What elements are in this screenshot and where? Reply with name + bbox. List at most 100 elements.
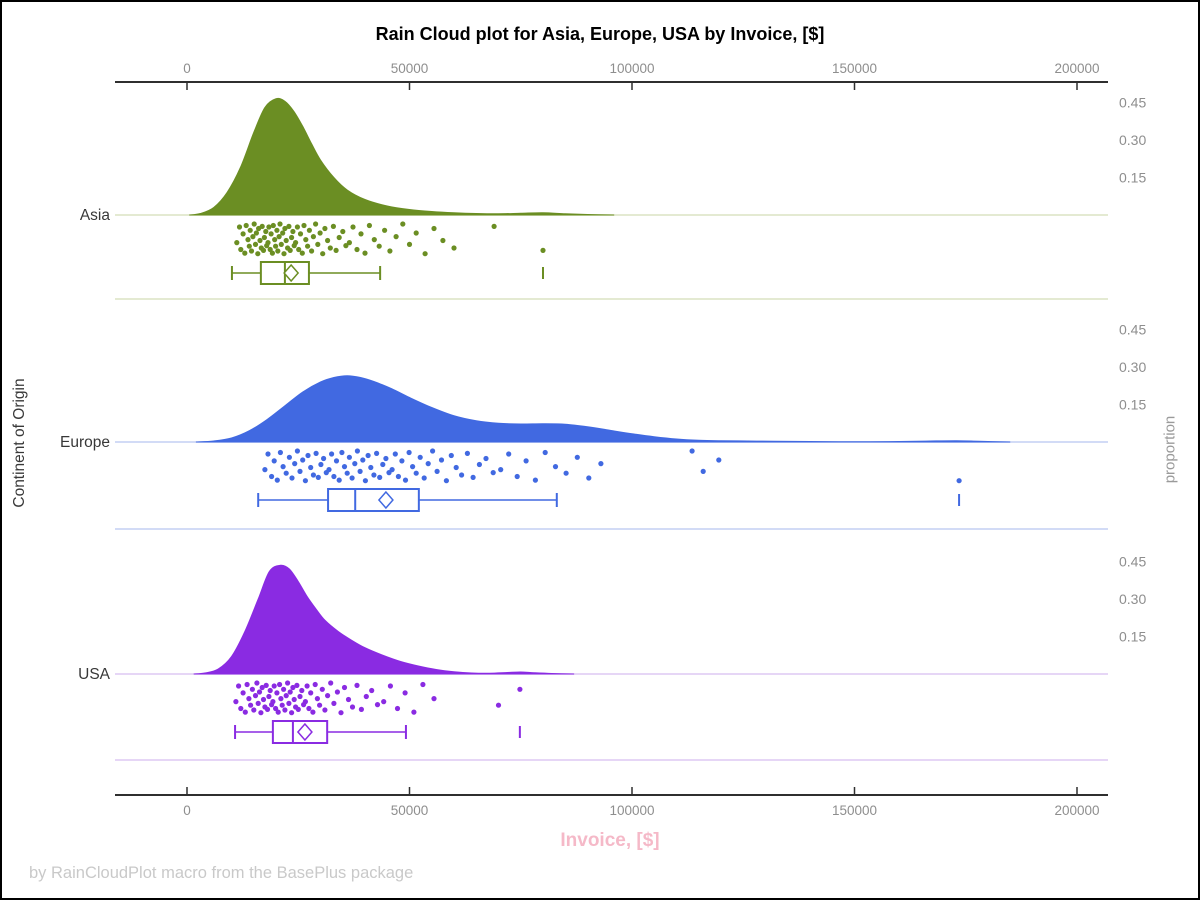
rain-point: [285, 680, 291, 686]
rain-point: [352, 461, 358, 467]
rain-point: [440, 237, 446, 244]
rain-point: [281, 251, 287, 257]
rain-point: [358, 231, 364, 237]
mean-diamond-usa: [296, 722, 313, 742]
rain-point: [345, 696, 352, 703]
rain-point: [299, 687, 305, 694]
rain-point: [274, 690, 280, 696]
rain-point: [291, 696, 297, 703]
rain-point: [563, 470, 569, 476]
rain-point: [242, 250, 248, 256]
rain-point: [333, 458, 340, 464]
rain-point: [495, 702, 502, 708]
rain-point: [320, 251, 326, 257]
rain-point: [271, 683, 277, 689]
rain-point: [287, 689, 293, 695]
rain-point: [266, 693, 272, 700]
rain-point: [464, 450, 470, 456]
rain-point: [267, 687, 273, 694]
rain-point: [598, 461, 604, 467]
rain-point: [406, 241, 413, 247]
rain-point: [700, 468, 706, 474]
rain-point: [395, 473, 401, 480]
rain-point: [236, 224, 243, 230]
rain-point: [275, 709, 281, 715]
rain-point: [266, 224, 272, 230]
rain-point: [312, 681, 318, 688]
rain-point: [374, 702, 381, 708]
rain-point: [689, 448, 695, 454]
rain-point: [354, 682, 360, 689]
rain-point: [251, 221, 257, 227]
top-x-tick-label: 100000: [609, 61, 654, 76]
rain-point: [328, 680, 334, 686]
rain-point: [317, 702, 323, 708]
rain-point: [377, 474, 383, 480]
rain-point: [278, 241, 284, 247]
rain-point: [282, 225, 288, 232]
rain-point: [392, 451, 398, 457]
rain-point: [245, 237, 251, 243]
rain-point: [289, 710, 295, 716]
rain-point: [339, 449, 345, 456]
rain-point: [247, 227, 253, 233]
chart-title: Rain Cloud plot for Asia, Europe, USA by…: [375, 24, 825, 44]
rain-point: [253, 230, 259, 236]
rain-point: [431, 225, 437, 232]
rain-point: [420, 681, 426, 688]
rain-point: [514, 473, 520, 480]
rain-point: [255, 700, 261, 707]
rain-point: [331, 473, 337, 480]
rain-point: [431, 696, 437, 702]
rain-point: [244, 681, 250, 688]
rain-point: [277, 681, 283, 688]
top-x-tick-label: 50000: [391, 61, 429, 76]
rain-point: [325, 693, 331, 699]
rain-point: [956, 478, 962, 484]
rain-point: [331, 700, 337, 707]
rain-point: [453, 464, 459, 471]
rain-point: [406, 449, 412, 456]
rain-point: [517, 686, 523, 692]
proportion-tick-label-asia: 0.15: [1119, 170, 1146, 186]
rain-point: [277, 449, 283, 456]
rain-point: [586, 475, 592, 481]
rain-point: [264, 706, 271, 713]
rain-point: [336, 477, 342, 483]
rain-points-usa: [233, 680, 523, 716]
rain-point: [354, 448, 360, 454]
rain-point: [349, 475, 355, 481]
rain-point: [317, 230, 323, 236]
rain-point: [334, 689, 340, 695]
rain-point: [273, 705, 279, 712]
rain-point: [327, 245, 333, 251]
rain-point: [300, 457, 306, 463]
rain-point: [290, 228, 296, 235]
bottom-x-tick-label: 200000: [1054, 803, 1099, 818]
rain-point: [542, 449, 548, 456]
rain-point: [270, 222, 276, 229]
rain-point: [277, 221, 283, 227]
proportion-tick-label-usa: 0.15: [1119, 629, 1146, 645]
rain-point: [236, 683, 242, 689]
rain-point: [286, 454, 292, 460]
rain-point: [289, 475, 295, 481]
category-label-europe: Europe: [60, 434, 110, 451]
rain-point: [283, 237, 289, 244]
rain-point: [255, 251, 261, 257]
rain-point: [250, 234, 256, 240]
rain-point: [280, 230, 286, 236]
rain-point: [438, 457, 445, 463]
rain-point: [242, 709, 248, 715]
category-label-asia: Asia: [80, 207, 111, 224]
rain-point: [313, 450, 319, 456]
rain-point: [297, 693, 303, 700]
rain-point: [269, 473, 275, 480]
rain-point: [393, 234, 399, 240]
rain-point: [270, 699, 276, 705]
rain-point: [274, 227, 280, 233]
rain-point: [265, 451, 271, 457]
rain-point: [346, 240, 352, 246]
rain-point: [459, 472, 465, 478]
